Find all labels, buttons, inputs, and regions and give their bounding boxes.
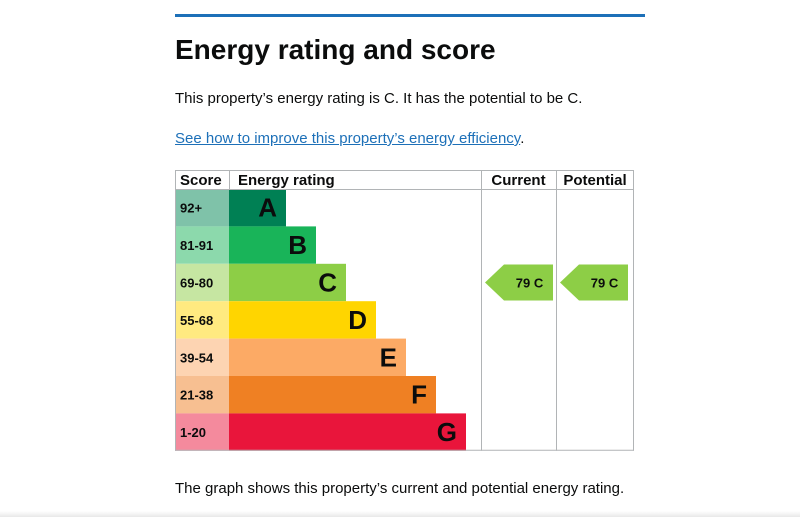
current-rating-arrow-label: 79 C [516,276,544,291]
band-b-score-cell [175,226,229,264]
text-layer: Score Energy rating Current Potential 92+ A 81… [180,172,627,447]
band-g-score-cell [175,413,229,451]
potential-rating-arrow [560,264,628,301]
band-c-range: 69-80 [180,276,213,291]
band-d-score-cell [175,301,229,339]
improve-efficiency-link[interactable]: See how to improve this property’s energ… [175,130,521,147]
band-f-score-cell [175,376,229,414]
header-score: Score [180,172,222,189]
header-potential: Potential [563,172,626,189]
page-title: Energy rating and score [175,34,496,65]
rating-summary: This property’s energy rating is C. It h… [175,90,583,107]
bands-layer [175,189,628,451]
header-current: Current [491,172,545,189]
band-a-letter: A [258,193,277,223]
band-b-bar [229,226,316,264]
band-a-score-cell [175,189,229,227]
band-c-bar [229,263,346,302]
potential-rating-arrow-label: 79 C [591,276,619,291]
band-b-letter: B [288,230,307,260]
band-e-score-cell [175,338,229,376]
band-f-letter: F [411,380,427,410]
band-d-range: 55-68 [180,313,213,328]
band-c-letter: C [318,268,337,298]
improve-link-line: See how to improve this property’s energ… [175,129,524,149]
band-d-bar [229,301,376,339]
current-rating-arrow [485,264,553,301]
section-rule [175,14,645,17]
band-b-range: 81-91 [180,238,213,253]
band-g-range: 1-20 [180,425,206,440]
band-e-bar [229,338,406,376]
band-a-range: 92+ [180,201,202,216]
chart-caption: The graph shows this property’s current … [175,480,625,497]
band-f-bar [229,376,436,414]
band-d-letter: D [348,305,367,335]
grid-layer [175,170,634,451]
band-f-range: 21-38 [180,388,213,403]
band-g-letter: G [437,417,457,447]
band-c-score-cell [175,263,229,302]
bottom-fade [0,511,800,517]
band-e-letter: E [380,342,397,372]
header-energy-rating: Energy rating [238,172,335,189]
link-suffix: . [520,130,525,147]
band-e-range: 39-54 [180,350,214,365]
band-g-bar [229,413,466,451]
band-a-bar [229,189,286,227]
